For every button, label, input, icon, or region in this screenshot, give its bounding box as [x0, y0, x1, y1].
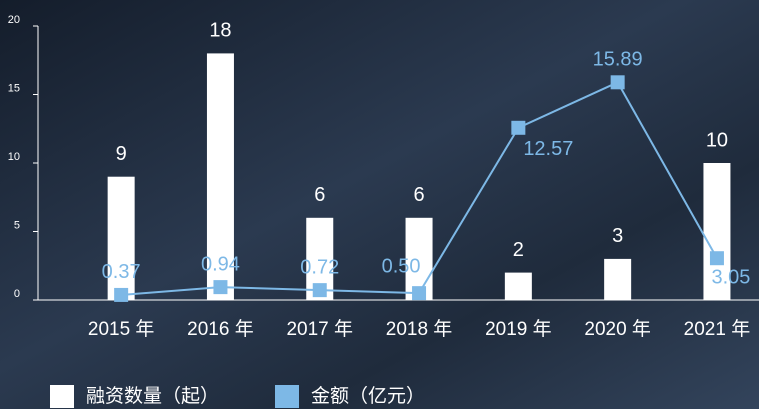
line-marker: [412, 286, 426, 300]
y-tick-label: 15: [8, 82, 20, 94]
page: 051015202015 年2016 年2017 年2018 年2019 年20…: [0, 0, 759, 409]
bar-value-label: 10: [706, 129, 728, 151]
x-tick-label: 2015 年: [88, 318, 155, 340]
legend-swatch: [275, 385, 299, 408]
x-tick-label: 2020 年: [584, 318, 651, 340]
bar-value-label: 18: [209, 20, 231, 42]
line-value-label: 3.05: [711, 266, 750, 288]
y-tick-label: 0: [14, 288, 20, 300]
x-tick-label: 2018 年: [386, 318, 453, 340]
x-tick-label: 2017 年: [286, 318, 353, 340]
bar-value-label: 9: [116, 143, 127, 165]
line-value-label: 0.72: [300, 256, 339, 278]
legend-label: 金额（亿元）: [311, 385, 425, 407]
line-value-label: 0.50: [382, 255, 421, 277]
bar-value-label: 2: [513, 239, 524, 261]
bar: [505, 273, 532, 300]
x-tick-label: 2021 年: [684, 318, 751, 340]
line-value-label: 15.89: [593, 49, 643, 71]
x-tick-label: 2019 年: [485, 318, 552, 340]
line-value-label: 0.37: [102, 261, 141, 283]
legend-swatch: [50, 385, 74, 408]
line-marker: [611, 75, 625, 89]
line-value-label: 0.94: [201, 253, 240, 275]
y-tick-label: 5: [14, 219, 20, 231]
line-value-label: 12.57: [523, 138, 573, 160]
line-marker: [313, 283, 327, 297]
line-marker: [511, 121, 525, 135]
bar: [604, 259, 631, 300]
y-tick-label: 10: [8, 151, 20, 163]
bar-value-label: 6: [314, 184, 325, 206]
bar-value-label: 3: [612, 225, 623, 247]
x-tick-label: 2016 年: [187, 318, 254, 340]
legend-label: 融资数量（起）: [86, 385, 219, 407]
bar-value-label: 6: [413, 184, 424, 206]
line-marker: [114, 288, 128, 302]
y-tick-label: 20: [8, 14, 20, 26]
chart: 051015202015 年2016 年2017 年2018 年2019 年20…: [0, 0, 759, 409]
line-marker: [213, 280, 227, 294]
line-marker: [710, 251, 724, 265]
